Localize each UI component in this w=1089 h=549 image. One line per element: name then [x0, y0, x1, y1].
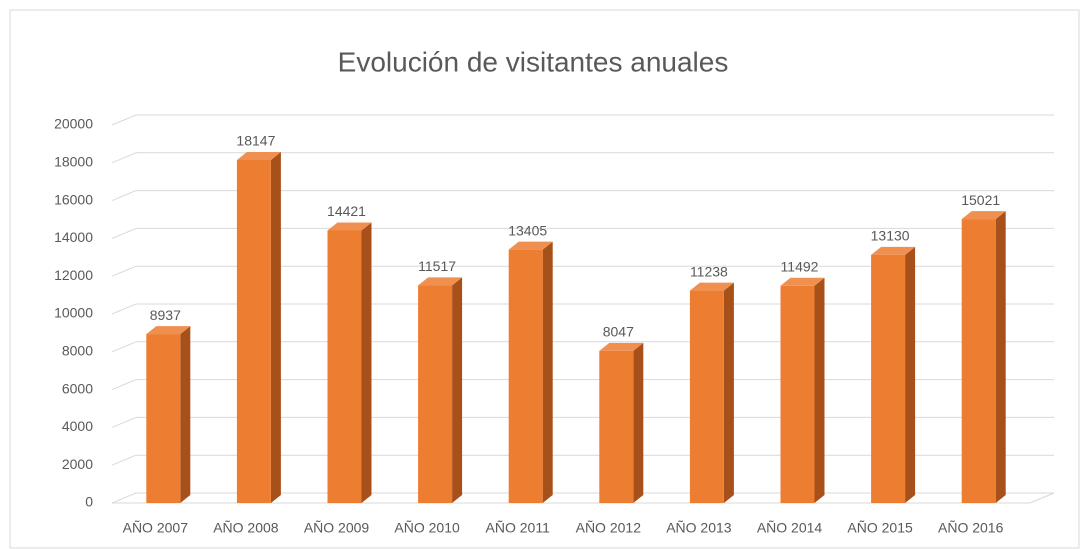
bar-side — [270, 152, 281, 503]
data-label: 13130 — [871, 228, 910, 244]
bar-top — [146, 326, 191, 335]
bar-side — [180, 326, 191, 503]
x-tick-label: AÑO 2010 — [394, 520, 460, 536]
data-label: 11238 — [690, 263, 728, 279]
data-label: 14421 — [327, 203, 366, 219]
grid-line-side — [111, 190, 137, 202]
y-tick-label: 2000 — [62, 456, 93, 472]
data-label: 13405 — [508, 222, 547, 238]
data-label: 8937 — [150, 307, 181, 323]
y-tick-label: 8000 — [62, 343, 93, 359]
data-label: 8047 — [603, 324, 634, 340]
x-tick-label: AÑO 2009 — [304, 520, 370, 536]
bar-side — [361, 222, 372, 503]
x-tick-label: AÑO 2016 — [938, 520, 1004, 536]
data-label: 11492 — [781, 259, 819, 275]
bar-side — [723, 282, 734, 503]
bar — [689, 290, 724, 503]
bar-top — [961, 211, 1006, 220]
y-tick-label: 14000 — [54, 229, 93, 245]
data-label: 15021 — [961, 192, 1000, 208]
y-tick-label: 16000 — [54, 191, 93, 207]
data-label: 18147 — [236, 133, 275, 149]
y-tick-label: 12000 — [54, 267, 93, 283]
y-tick-label: 18000 — [54, 154, 93, 170]
bar-side — [542, 241, 553, 503]
grid-line-side — [111, 152, 137, 164]
bar-side — [905, 246, 916, 503]
bar — [236, 160, 271, 503]
bar-top — [780, 277, 825, 286]
y-tick-label: 0 — [85, 494, 93, 510]
x-tick-label: AÑO 2008 — [213, 520, 279, 536]
bar — [508, 249, 543, 503]
bar-side — [814, 277, 825, 503]
bar — [418, 285, 453, 503]
bar-top — [689, 282, 734, 291]
x-tick-label: AÑO 2014 — [757, 520, 823, 536]
x-tick-label: AÑO 2015 — [847, 520, 913, 536]
grid-line-side — [111, 303, 137, 315]
grid-line-side — [111, 114, 137, 126]
x-tick-label: AÑO 2012 — [576, 520, 642, 536]
floor-edge — [1029, 492, 1055, 504]
grid-line-side — [111, 379, 137, 391]
bar — [871, 254, 906, 503]
bar-side — [995, 211, 1006, 504]
grid-line-side — [111, 416, 137, 428]
bar-top — [599, 342, 644, 351]
bar-side — [452, 277, 463, 503]
bar — [961, 219, 996, 504]
bar-top — [418, 277, 463, 286]
bar — [327, 230, 362, 503]
grid-line-side — [111, 341, 137, 353]
grid-line-side — [111, 265, 137, 277]
bar-top — [508, 241, 553, 250]
y-tick-label: 4000 — [62, 418, 93, 434]
bar — [599, 350, 634, 503]
bar-side — [633, 342, 644, 503]
x-tick-label: AÑO 2013 — [666, 520, 732, 536]
bar-top — [327, 222, 372, 231]
y-tick-label: 20000 — [54, 116, 93, 132]
grid-line-side — [111, 492, 137, 504]
bar — [146, 334, 181, 503]
y-tick-label: 6000 — [62, 380, 93, 396]
x-tick-label: AÑO 2011 — [486, 520, 551, 536]
bar-top — [236, 152, 281, 161]
data-label: 11517 — [418, 258, 456, 274]
grid-line-side — [111, 227, 137, 239]
chart-title: Evolución de visitantes anuales — [338, 46, 729, 77]
grid-line-side — [111, 454, 137, 466]
bar — [780, 285, 815, 503]
y-tick-label: 10000 — [54, 305, 93, 321]
bar-top — [871, 246, 916, 255]
x-tick-label: AÑO 2007 — [123, 520, 189, 536]
